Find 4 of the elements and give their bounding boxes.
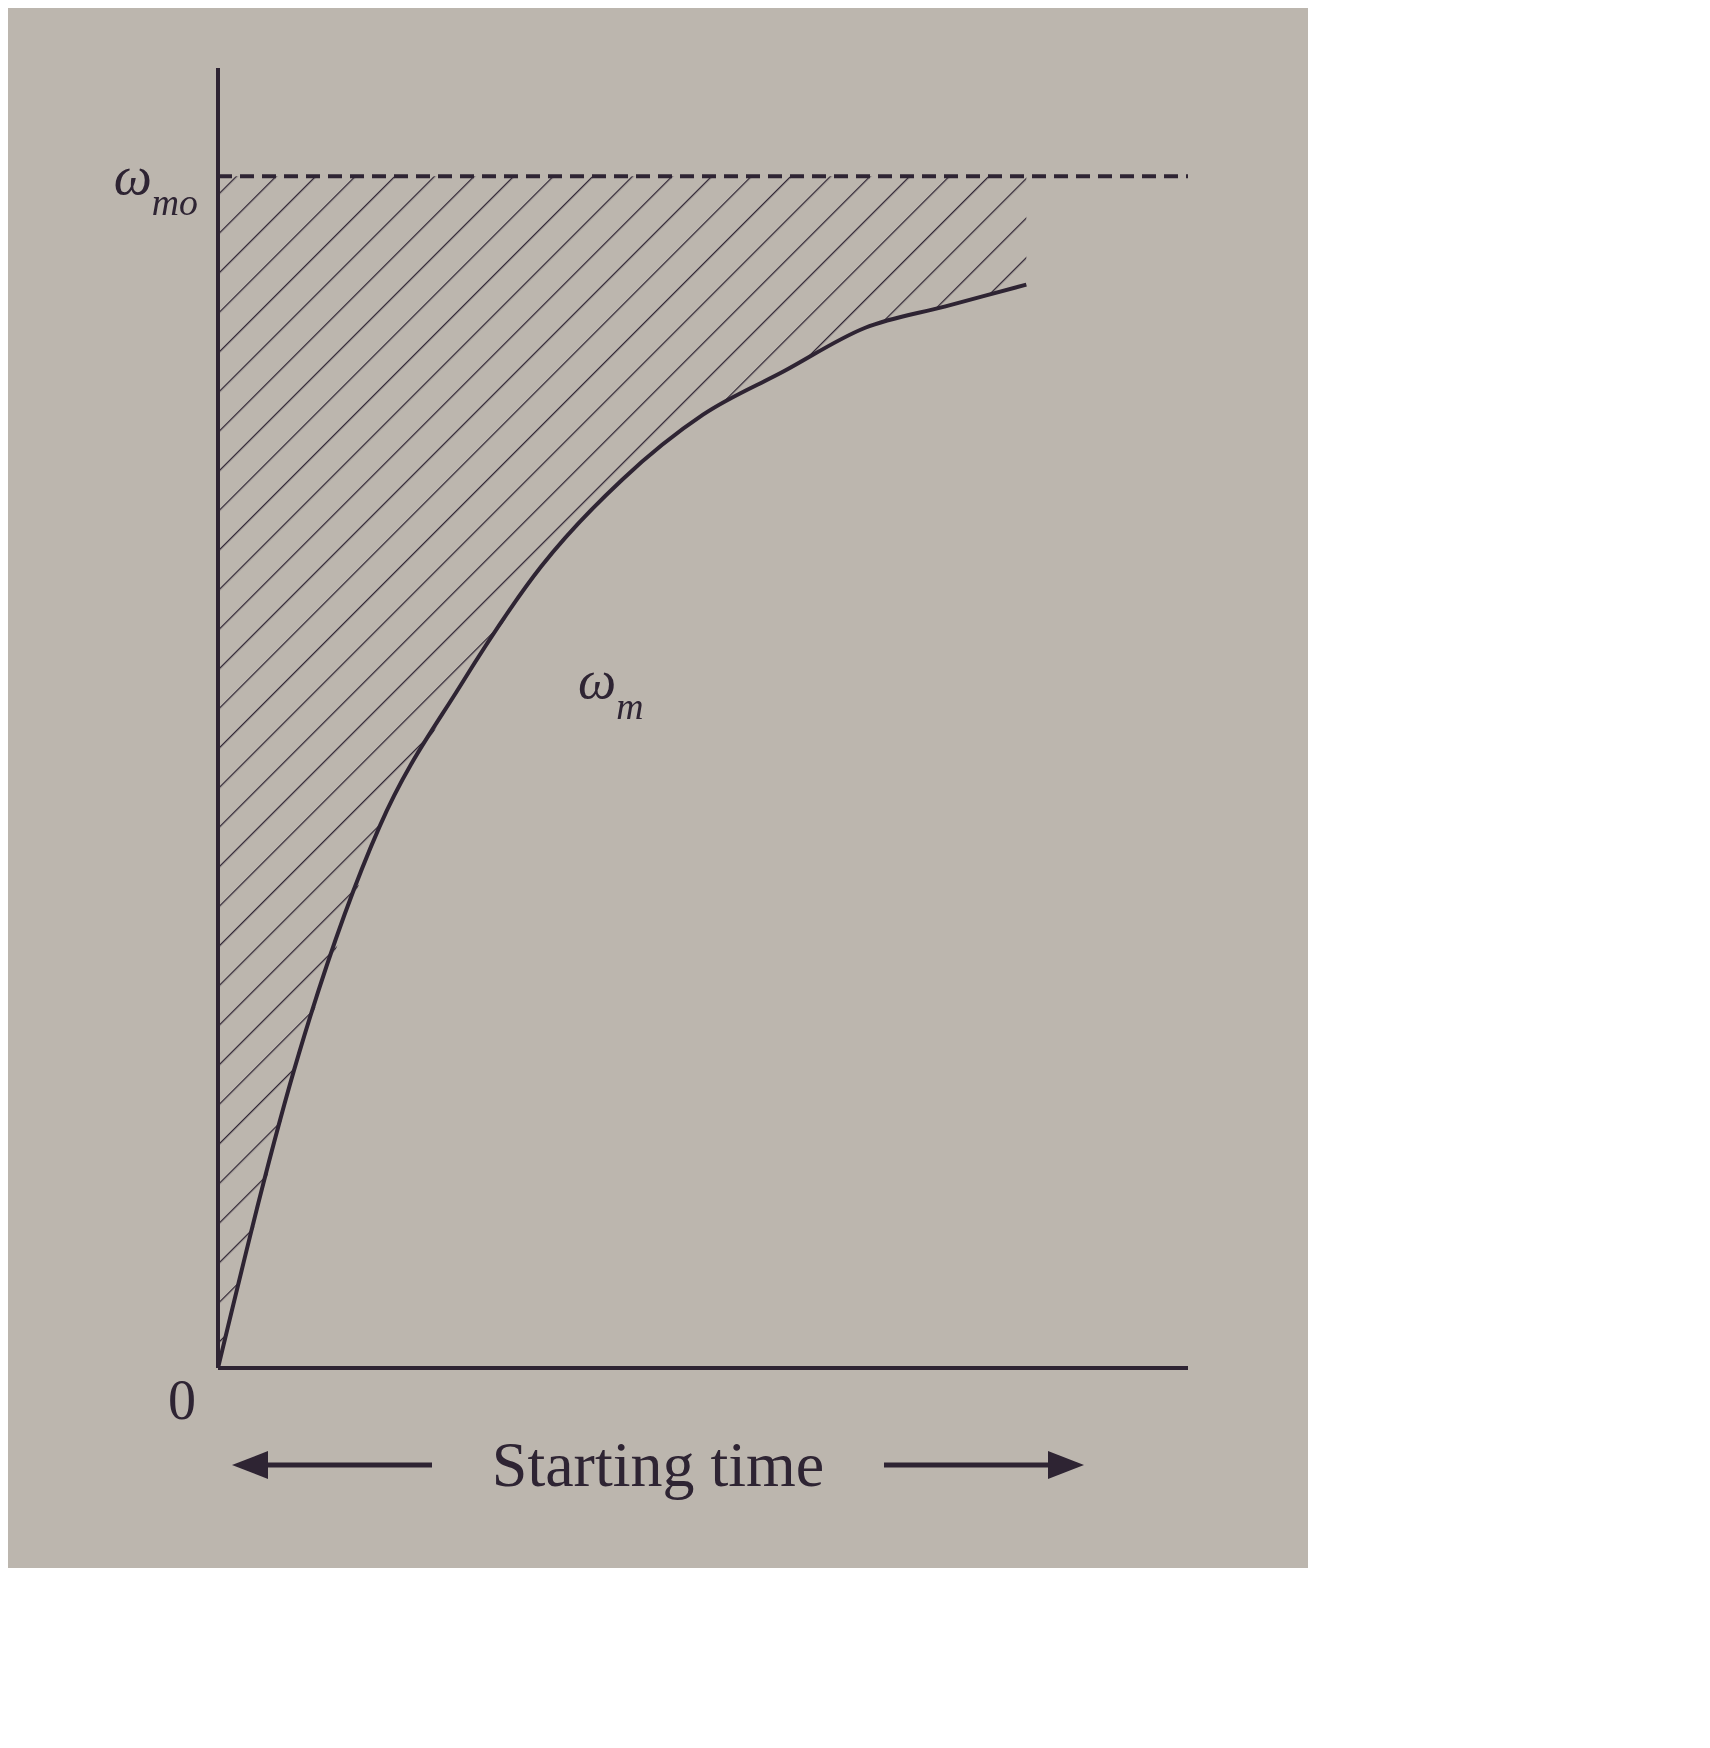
annotation: ω$_{m}$ [578,650,644,727]
x-axis-title: Starting time [491,1428,825,1502]
ref-line-label: ω$_{mo}$ [113,146,198,224]
text: 0 [168,1368,196,1432]
